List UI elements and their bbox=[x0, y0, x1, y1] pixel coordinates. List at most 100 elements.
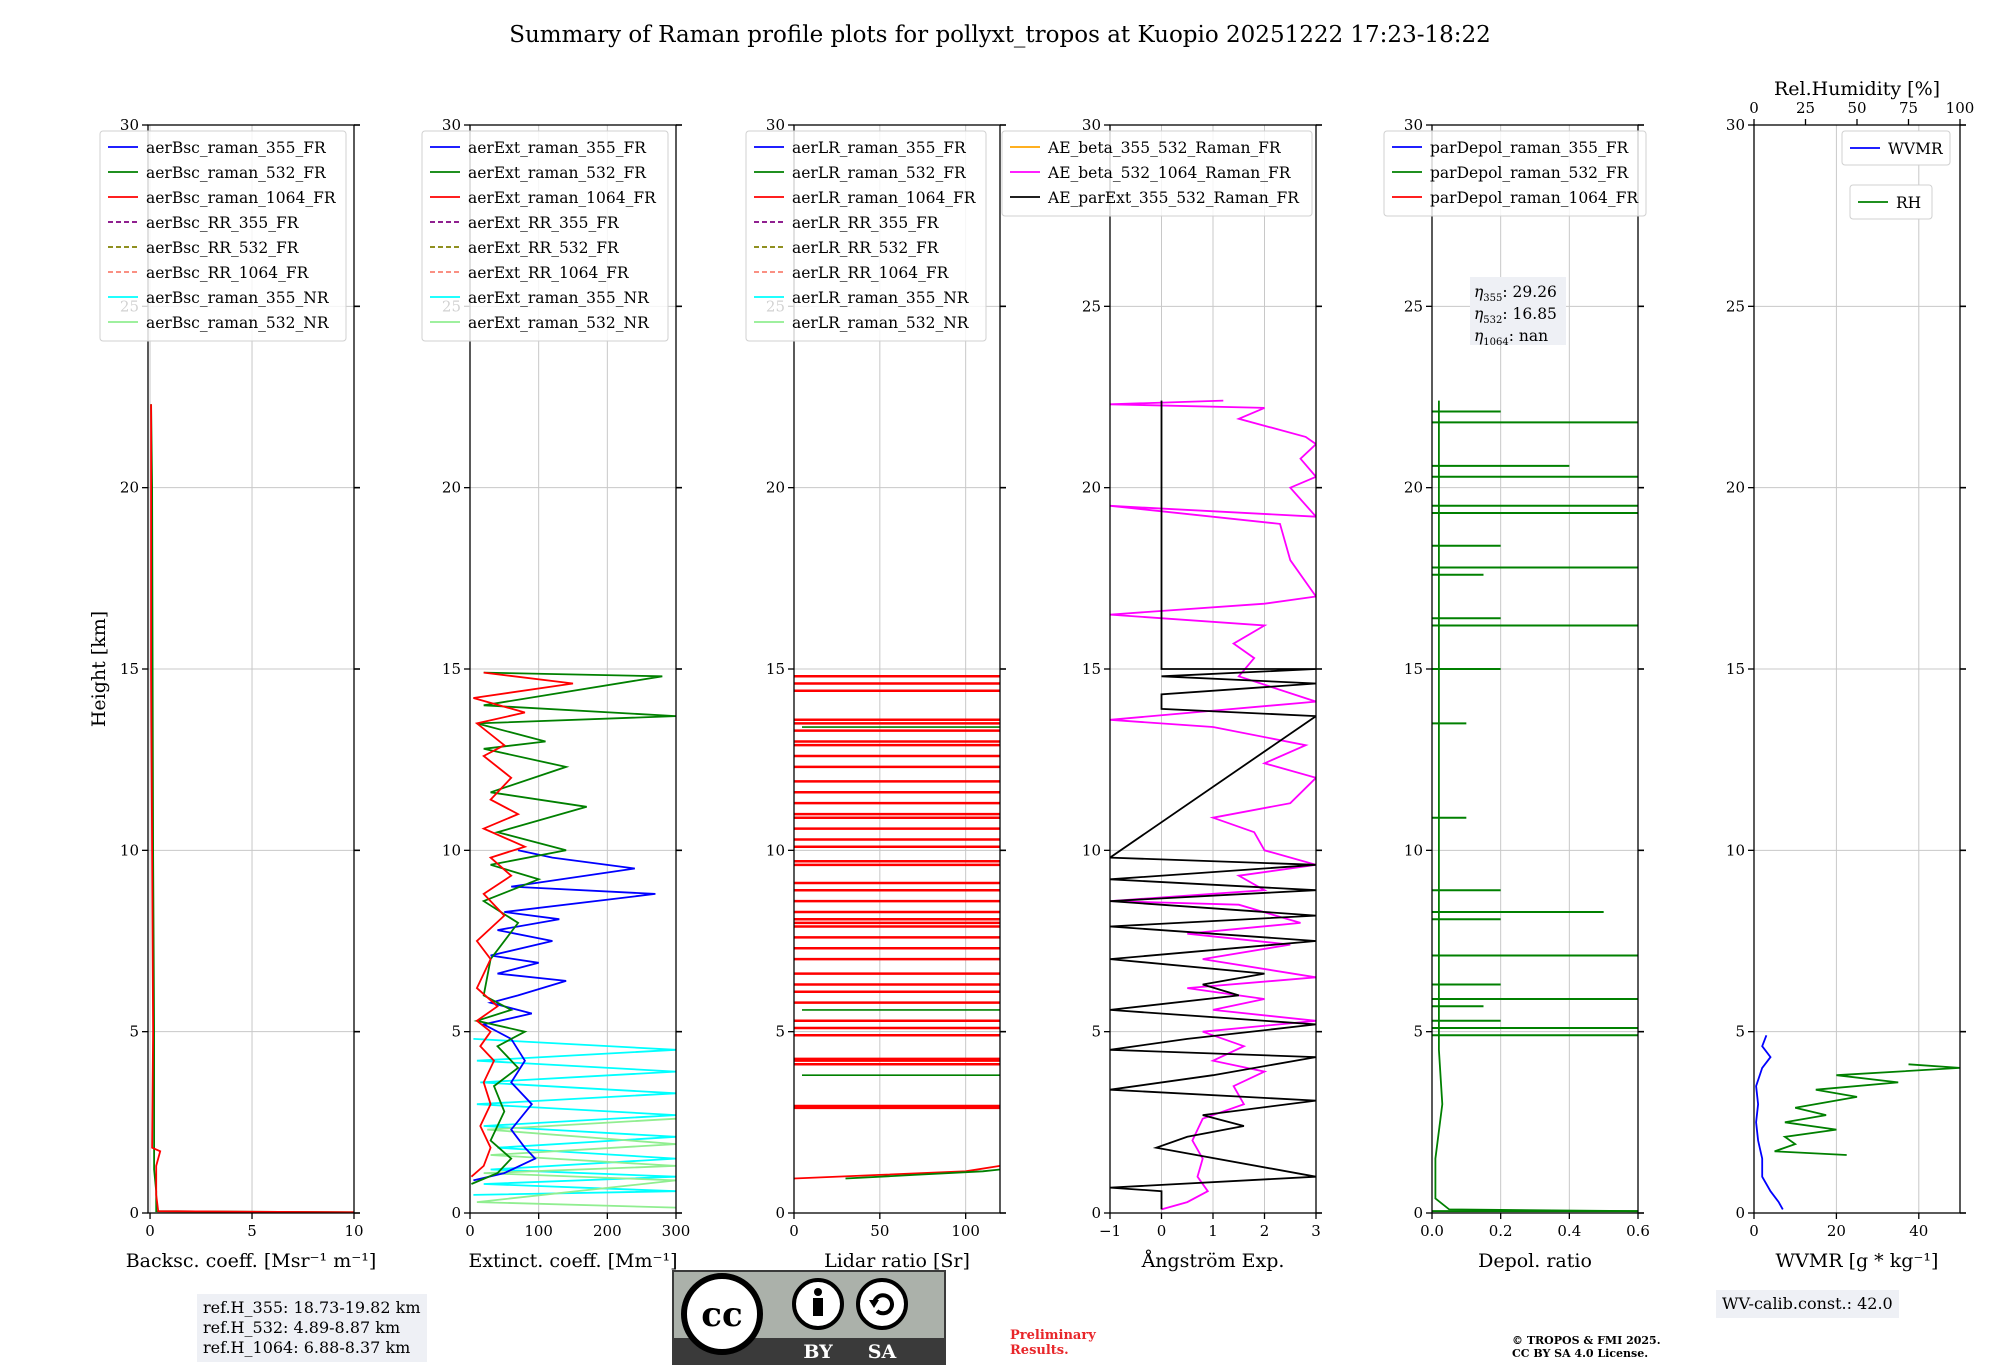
preliminary-line2: Results. bbox=[1010, 1343, 1069, 1358]
series-line-aerExt_raman_355_FR bbox=[473, 849, 656, 1182]
y-tick-label: 20 bbox=[766, 479, 785, 497]
legend-label: parDepol_raman_1064_FR bbox=[1430, 189, 1639, 207]
x-tick-label: 10 bbox=[344, 1222, 363, 1240]
y-tick-label: 5 bbox=[1735, 1023, 1745, 1041]
legend-box bbox=[1383, 130, 1647, 217]
x-axis-label: Ångström Exp. bbox=[1141, 1250, 1285, 1272]
legend-label: aerExt_raman_355_FR bbox=[468, 139, 647, 157]
preliminary-line1: Preliminary bbox=[1010, 1328, 1096, 1343]
x-tick-label: 0.4 bbox=[1557, 1222, 1581, 1240]
y-tick-label: 5 bbox=[1091, 1023, 1101, 1041]
legend-label: aerLR_raman_532_FR bbox=[792, 164, 967, 182]
y-tick-label: 20 bbox=[1726, 479, 1745, 497]
x-tick-label: 200 bbox=[593, 1222, 622, 1240]
x-axis-label: Backsc. coeff. [Msr⁻¹ m⁻¹] bbox=[126, 1250, 377, 1272]
svg-text:cc: cc bbox=[701, 1295, 742, 1335]
eta-355: η355: 29.26 bbox=[1474, 283, 1557, 304]
ref-height-1064: ref.H_1064: 6.88-8.37 km bbox=[203, 1338, 411, 1357]
y-tick-label: 30 bbox=[120, 116, 139, 134]
copyright-line2: CC BY SA 4.0 License. bbox=[1512, 1347, 1649, 1360]
legend-label: aerBsc_RR_532_FR bbox=[146, 239, 300, 257]
y-tick-label: 20 bbox=[442, 479, 461, 497]
y-tick-label: 30 bbox=[442, 116, 461, 134]
x-tick-label: 100 bbox=[524, 1222, 553, 1240]
y-tick-label: 5 bbox=[1413, 1023, 1423, 1041]
legend-label: aerLR_raman_1064_FR bbox=[792, 189, 977, 207]
eta-background bbox=[1470, 277, 1566, 345]
y-tick-label: 30 bbox=[1404, 116, 1423, 134]
legend-label: aerExt_raman_1064_FR bbox=[468, 189, 657, 207]
x-tick-label: 0 bbox=[465, 1222, 475, 1240]
copyright-note: © TROPOS & FMI 2025. CC BY SA 4.0 Licens… bbox=[1512, 1334, 1661, 1360]
y-tick-label: 0 bbox=[129, 1204, 139, 1222]
series-group bbox=[1110, 399, 1316, 1211]
series-line-WVMR bbox=[1755, 1034, 1784, 1210]
x-tick-label: 20 bbox=[1827, 1222, 1846, 1240]
y-tick-label: 25 bbox=[1404, 297, 1423, 315]
x-tick-label: 0.2 bbox=[1489, 1222, 1513, 1240]
series-group bbox=[470, 671, 676, 1209]
series-line-parDepol_raman_532_FR bbox=[1434, 400, 1638, 1213]
series-line-RH bbox=[1774, 1063, 1960, 1156]
series-line-aerExt_raman_532_FR bbox=[471, 671, 676, 1185]
series-line-aerBsc_raman_1064_FR bbox=[150, 404, 354, 1213]
rh-tick-label: 75 bbox=[1899, 99, 1918, 117]
panel-backscatter: 0510152025300510Backsc. coeff. [Msr⁻¹ m⁻… bbox=[99, 116, 377, 1272]
y-tick-label: 30 bbox=[1082, 116, 1101, 134]
x-tick-label: 0 bbox=[789, 1222, 799, 1240]
x-tick-label: 300 bbox=[662, 1222, 691, 1240]
y-tick-label: 15 bbox=[1404, 660, 1423, 678]
y-tick-label: 15 bbox=[442, 660, 461, 678]
y-tick-label: 0 bbox=[1413, 1204, 1423, 1222]
legend-label: aerBsc_raman_532_NR bbox=[146, 314, 330, 332]
x-tick-label: 0.0 bbox=[1420, 1222, 1444, 1240]
legend-box bbox=[99, 130, 347, 342]
y-tick-label: 15 bbox=[120, 660, 139, 678]
legend-label: aerBsc_raman_355_FR bbox=[146, 139, 327, 157]
legend-wvmr: WVMR bbox=[1841, 130, 1951, 166]
rh-tick-label: 50 bbox=[1847, 99, 1866, 117]
x-tick-label: 100 bbox=[951, 1222, 980, 1240]
legend-box bbox=[1841, 130, 1951, 166]
series-group bbox=[794, 675, 1000, 1180]
x-tick-label: 3 bbox=[1311, 1222, 1321, 1240]
x-tick-label: 2 bbox=[1260, 1222, 1270, 1240]
legend-label: aerExt_RR_532_FR bbox=[468, 239, 620, 257]
legend-label: aerBsc_RR_355_FR bbox=[146, 214, 300, 232]
wv-calib-text: WV-calib.const.: 42.0 bbox=[1722, 1294, 1893, 1313]
ref-height-355: ref.H_355: 18.73-19.82 km bbox=[203, 1298, 421, 1317]
y-tick-label: 30 bbox=[1726, 116, 1745, 134]
figure-title: Summary of Raman profile plots for polly… bbox=[509, 22, 1491, 48]
y-tick-label: 10 bbox=[766, 841, 785, 859]
cc-by-text: BY bbox=[803, 1341, 833, 1363]
legend-label: aerLR_raman_355_NR bbox=[792, 289, 970, 307]
series-line-aerBsc_raman_532_FR bbox=[150, 404, 354, 1213]
legend-label: AE_beta_532_1064_Raman_FR bbox=[1047, 164, 1292, 182]
legend-label: aerBsc_raman_1064_FR bbox=[146, 189, 337, 207]
legend-label: AE_beta_355_532_Raman_FR bbox=[1047, 139, 1282, 157]
legend-label: parDepol_raman_355_FR bbox=[1430, 139, 1630, 157]
cc-sa-text: SA bbox=[868, 1341, 897, 1363]
x-tick-label: 0 bbox=[1749, 1222, 1759, 1240]
legend-rh: RH bbox=[1849, 184, 1933, 220]
x-tick-label: 0 bbox=[1157, 1222, 1167, 1240]
y-tick-label: 25 bbox=[1082, 297, 1101, 315]
x-tick-label: 0.6 bbox=[1626, 1222, 1650, 1240]
legend-label: aerExt_RR_355_FR bbox=[468, 214, 620, 232]
legend-label: aerBsc_RR_1064_FR bbox=[146, 264, 310, 282]
legend: aerLR_raman_355_FR aerLR_raman_532_FR aerL… bbox=[745, 130, 987, 342]
legend-label: aerLR_raman_532_NR bbox=[792, 314, 970, 332]
x-axis-label: Extinct. coeff. [Mm⁻¹] bbox=[468, 1250, 677, 1272]
legend-label: aerBsc_raman_355_NR bbox=[146, 289, 330, 307]
x-axis-label: Depol. ratio bbox=[1478, 1250, 1592, 1272]
copyright-line1: © TROPOS & FMI 2025. bbox=[1512, 1334, 1661, 1347]
legend: aerExt_raman_355_FR aerExt_raman_532_FRae… bbox=[421, 130, 669, 342]
legend-label: aerLR_raman_355_FR bbox=[792, 139, 967, 157]
cc-circle-icon bbox=[681, 1273, 763, 1355]
x-tick-label: 0 bbox=[145, 1222, 155, 1240]
y-tick-label: 10 bbox=[120, 841, 139, 859]
series-group bbox=[1755, 1034, 1960, 1210]
legend-label: aerLR_RR_1064_FR bbox=[792, 264, 950, 282]
x-tick-label: 50 bbox=[870, 1222, 889, 1240]
